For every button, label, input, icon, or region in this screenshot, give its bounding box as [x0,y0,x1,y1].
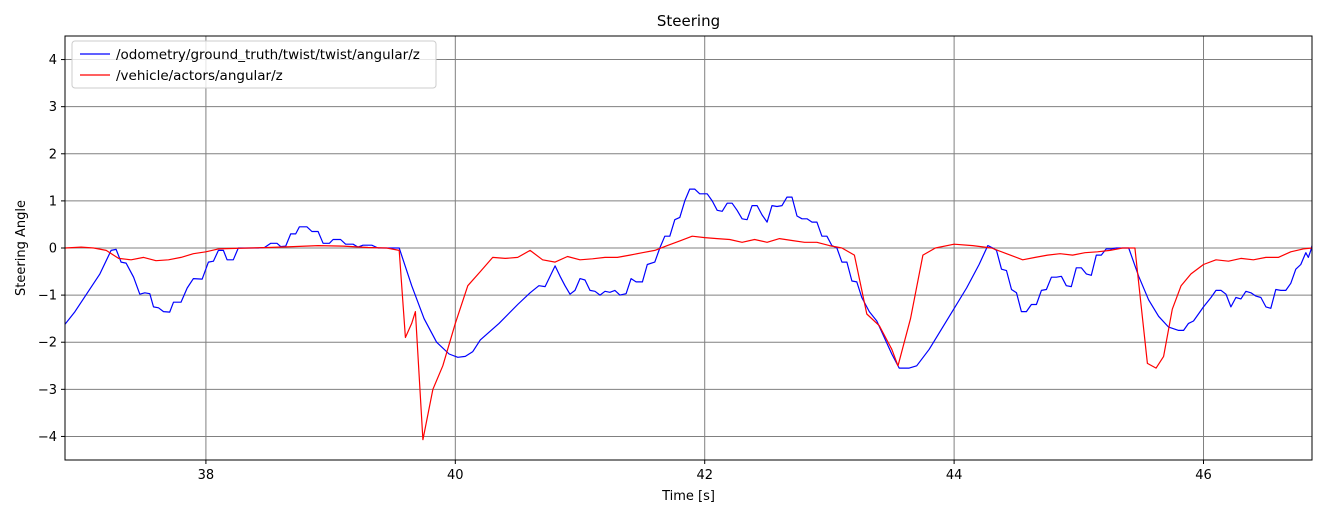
y-tick-label: −4 [38,430,57,445]
y-tick-label: 1 [49,194,57,209]
series-line-1 [65,235,1312,441]
y-tick-label: 2 [49,147,57,162]
y-tick-label: 3 [49,100,57,115]
plot-area [65,188,1312,441]
grid [65,36,1312,460]
x-tick-label: 40 [447,468,464,483]
legend: /odometry/ground_truth/twist/twist/angul… [71,40,437,89]
y-tick-label: 0 [49,242,57,257]
x-tick-label: 46 [1195,468,1212,483]
y-tick-label: −3 [38,383,57,398]
x-tick-label: 44 [946,468,963,483]
chart-title: Steering [657,12,720,30]
legend-label-vehicle: /vehicle/actors/angular/z [116,68,283,84]
x-tick-label: 38 [198,468,215,483]
legend-label-odometry: /odometry/ground_truth/twist/twist/angul… [116,47,420,63]
x-tick-label: 42 [696,468,713,483]
legend-box [71,40,437,89]
axis-ticks: 38 40 42 44 46 −4 −3 −2 −1 0 1 2 3 4 [38,53,1212,483]
series-line-0 [65,188,1312,369]
y-tick-label: −2 [38,336,57,351]
x-axis-label: Time [s] [661,489,715,504]
y-tick-label: −1 [38,289,57,304]
y-tick-label: 4 [49,53,57,68]
y-axis-label: Steering Angle [14,200,29,296]
